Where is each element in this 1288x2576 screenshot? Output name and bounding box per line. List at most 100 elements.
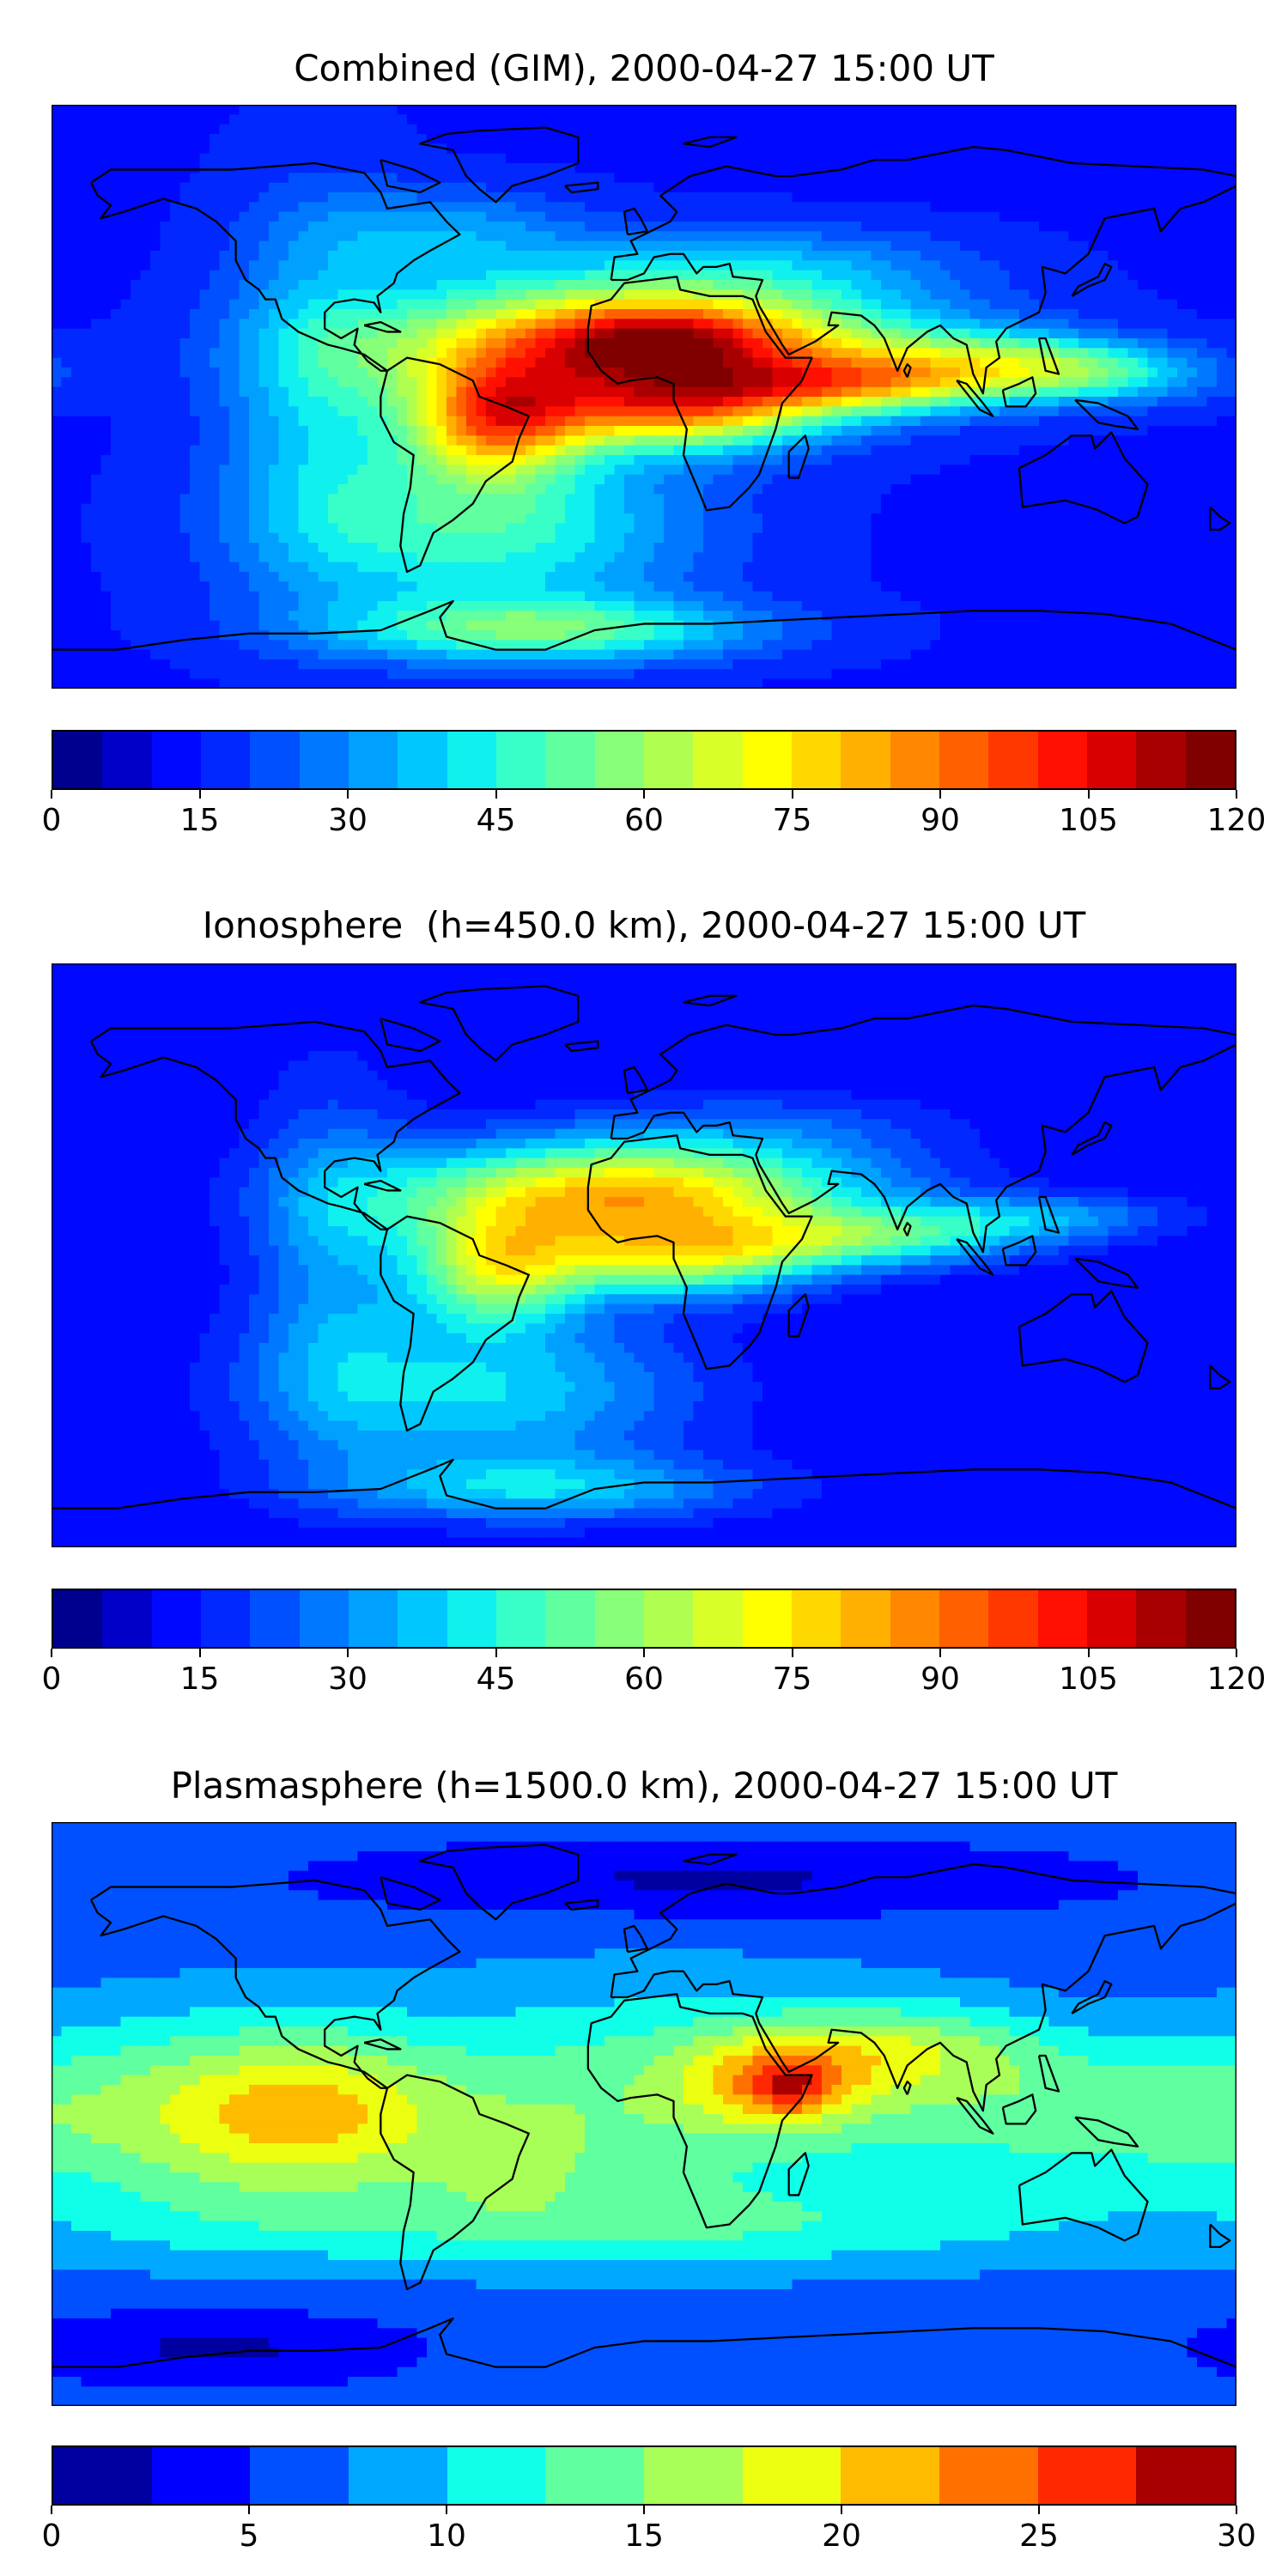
- coastline-greenland: [419, 126, 580, 204]
- colorbar-swatch: [53, 1590, 103, 1647]
- colorbar-swatch: [841, 732, 890, 788]
- colorbar-swatch: [742, 732, 792, 788]
- colorbar-swatch: [1136, 1590, 1186, 1647]
- colorbar-swatch: [1037, 2447, 1137, 2504]
- colorbar-tick-label: 15: [180, 804, 220, 838]
- colorbar-swatch: [939, 1590, 989, 1647]
- colorbar-swatch: [250, 2447, 349, 2504]
- coastline-sumatra: [956, 1238, 994, 1276]
- colorbar-swatch: [643, 1590, 694, 1647]
- colorbar-tick: [1087, 1649, 1090, 1657]
- colorbar-swatch: [495, 732, 546, 788]
- coastline-antarctica-coast: [52, 1458, 1236, 1510]
- coastline-south-america: [380, 1215, 530, 1432]
- map-title: Combined (GIM), 2000-04-27 15:00 UT: [0, 47, 1288, 90]
- colorbar-tick-label: 60: [624, 1662, 664, 1697]
- coastline-cuba: [363, 2038, 402, 2050]
- coastline-baffin: [380, 1876, 441, 1911]
- coastline-new-zealand: [1209, 1364, 1231, 1390]
- colorbar-tick: [791, 790, 793, 799]
- colorbar-tick-label: 120: [1207, 804, 1267, 838]
- coastline-africa: [586, 1993, 813, 2229]
- colorbar-swatch: [742, 1590, 792, 1647]
- coastline-baffin: [380, 159, 441, 194]
- colorbar-swatch: [1086, 732, 1137, 788]
- colorbar-swatch: [742, 2447, 841, 2504]
- colorbar-swatch: [644, 2447, 743, 2504]
- colorbar-tick-label: 120: [1207, 1662, 1267, 1697]
- contour-field: [52, 963, 1236, 1547]
- coastline-madagascar: [787, 2152, 810, 2196]
- colorbar-ticks-plasmasphere: 0 5 10 15 20 25 30: [42, 2506, 1256, 2557]
- colorbar-tick-label: 105: [1059, 1662, 1118, 1697]
- colorbar-swatch: [643, 732, 694, 788]
- coastline-philippines: [1037, 1195, 1060, 1234]
- coastline-eurasia: [610, 1862, 1236, 2112]
- colorbar-tick: [347, 790, 349, 799]
- colorbar-tick: [446, 2506, 447, 2514]
- coastline-south-america: [380, 356, 530, 574]
- colorbar-tick-label: 0: [42, 2519, 62, 2554]
- coastline-cuba: [363, 320, 402, 333]
- colorbar-swatch: [1136, 2447, 1236, 2504]
- coastline-new-guinea: [1074, 398, 1139, 430]
- coastline-madagascar: [787, 434, 810, 479]
- colorbar-tick-label: 45: [477, 804, 516, 838]
- colorbar-tick: [643, 1649, 645, 1657]
- colorbar-swatch: [693, 732, 743, 788]
- colorbar-tick: [1236, 2506, 1237, 2514]
- coastline-svalbard: [683, 136, 738, 149]
- tec-map-ionosphere: [52, 963, 1236, 1547]
- colorbar-swatch: [348, 732, 398, 788]
- coastline-new-guinea: [1074, 1257, 1139, 1289]
- colorbar-swatch: [447, 2447, 546, 2504]
- colorbar-swatch: [545, 1590, 595, 1647]
- coastline-japan: [1071, 1979, 1113, 2014]
- colorbar-swatch: [151, 1590, 201, 1647]
- coastline-iceland: [564, 1899, 599, 1911]
- colorbar-tick: [1236, 790, 1237, 799]
- colorbar-swatch: [939, 2447, 1038, 2504]
- colorbar-tick-label: 90: [920, 804, 960, 838]
- coastlines: [52, 126, 1236, 651]
- coastline-svalbard: [683, 1853, 738, 1866]
- colorbar-tick: [347, 1649, 349, 1657]
- colorbar-swatch: [447, 732, 496, 788]
- colorbar-swatch: [102, 732, 152, 788]
- coastline-great-britain: [623, 207, 648, 236]
- colorbar-ionosphere: [52, 1589, 1236, 1649]
- coastline-sri-lanka: [902, 1222, 912, 1236]
- coastline-antarctica-coast: [52, 2317, 1236, 2368]
- coastline-iceland: [564, 1040, 599, 1053]
- colorbar-swatch: [250, 1590, 300, 1647]
- colorbar-tick-label: 0: [42, 804, 62, 838]
- colorbar-tick-label: 75: [773, 804, 812, 838]
- colorbar-swatch: [890, 732, 939, 788]
- colorbar-tick: [1236, 1649, 1237, 1657]
- colorbar-swatch: [693, 1590, 743, 1647]
- coastline-borneo: [1001, 1235, 1037, 1267]
- colorbar-tick-label: 25: [1019, 2519, 1059, 2554]
- colorbar-swatch: [841, 1590, 890, 1647]
- colorbar-tick-label: 75: [773, 1662, 812, 1697]
- coastlines: [52, 1844, 1236, 2368]
- coastline-great-britain: [623, 1924, 648, 1953]
- map-title: Plasmasphere (h=1500.0 km), 2000-04-27 1…: [0, 1765, 1288, 1807]
- colorbar-swatch: [791, 1590, 841, 1647]
- colorbar-tick: [643, 2506, 645, 2514]
- colorbar-swatch: [495, 1590, 546, 1647]
- colorbar-tick: [939, 790, 941, 799]
- colorbar-swatch: [398, 732, 447, 788]
- colorbar-swatch: [102, 1590, 152, 1647]
- colorbar-swatch: [299, 732, 349, 788]
- colorbar-swatch: [1037, 732, 1087, 788]
- coastline-new-zealand: [1209, 2223, 1231, 2249]
- coastline-sumatra: [956, 380, 994, 417]
- map-title: Ionosphere (h=450.0 km), 2000-04-27 15:0…: [0, 904, 1288, 947]
- coastline-svalbard: [683, 994, 738, 1007]
- colorbar-swatch: [1136, 732, 1186, 788]
- colorbar-swatch: [447, 1590, 496, 1647]
- colorbar-tick: [248, 2506, 250, 2514]
- colorbar-tick: [51, 1649, 52, 1657]
- coastline-iceland: [564, 181, 599, 194]
